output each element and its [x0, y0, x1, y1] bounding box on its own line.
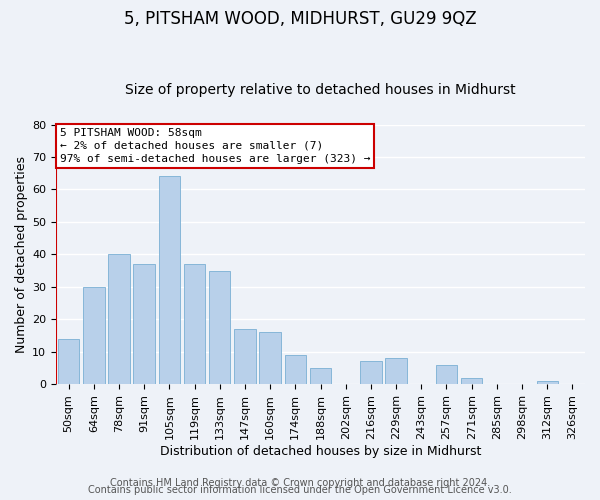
Bar: [83, 287, 104, 384]
X-axis label: Distribution of detached houses by size in Midhurst: Distribution of detached houses by size …: [160, 444, 481, 458]
Bar: [133, 264, 155, 384]
Bar: [259, 332, 281, 384]
Title: Size of property relative to detached houses in Midhurst: Size of property relative to detached ho…: [125, 83, 516, 97]
Bar: [310, 368, 331, 384]
Bar: [436, 364, 457, 384]
Bar: [234, 329, 256, 384]
Bar: [461, 378, 482, 384]
Text: Contains public sector information licensed under the Open Government Licence v3: Contains public sector information licen…: [88, 485, 512, 495]
Bar: [58, 338, 79, 384]
Bar: [360, 362, 382, 384]
Bar: [158, 176, 180, 384]
Bar: [385, 358, 407, 384]
Text: 5 PITSHAM WOOD: 58sqm
← 2% of detached houses are smaller (7)
97% of semi-detach: 5 PITSHAM WOOD: 58sqm ← 2% of detached h…: [60, 128, 370, 164]
Bar: [536, 381, 558, 384]
Bar: [108, 254, 130, 384]
Bar: [184, 264, 205, 384]
Bar: [284, 355, 306, 384]
Y-axis label: Number of detached properties: Number of detached properties: [15, 156, 28, 353]
Text: Contains HM Land Registry data © Crown copyright and database right 2024.: Contains HM Land Registry data © Crown c…: [110, 478, 490, 488]
Bar: [209, 270, 230, 384]
Text: 5, PITSHAM WOOD, MIDHURST, GU29 9QZ: 5, PITSHAM WOOD, MIDHURST, GU29 9QZ: [124, 10, 476, 28]
